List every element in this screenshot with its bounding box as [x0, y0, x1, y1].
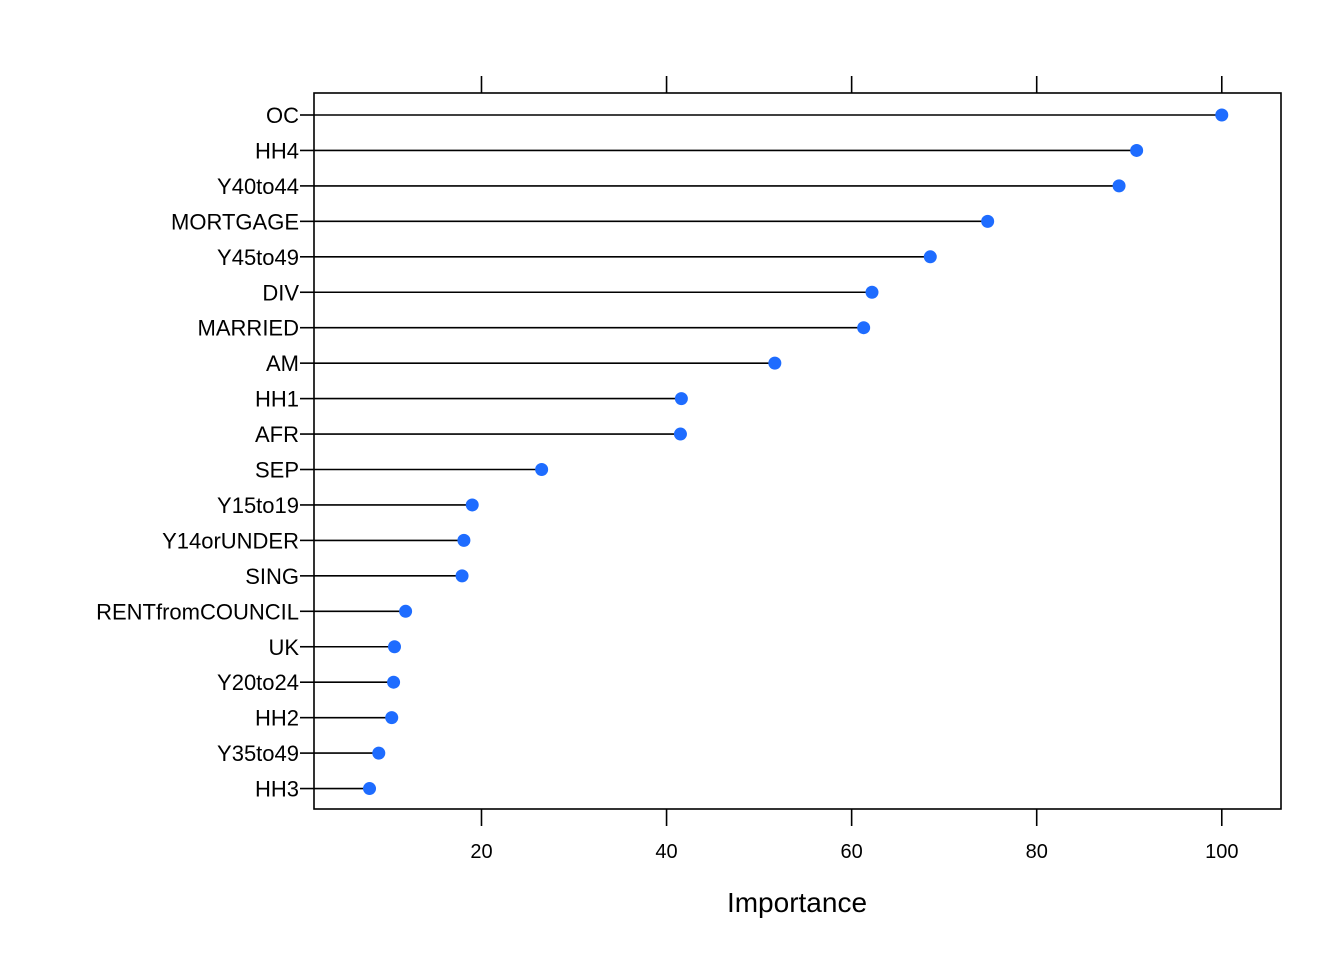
- category-label: RENTfromCOUNCIL: [96, 599, 299, 624]
- x-tick-label: 60: [841, 841, 863, 863]
- top-axis-ticks: [480, 76, 1223, 93]
- category-label: DIV: [262, 280, 299, 305]
- x-tick-label: 40: [655, 841, 677, 863]
- x-tick-labels: 20 40 60 80 100: [470, 841, 1238, 863]
- left-axis-ticks: [300, 114, 314, 790]
- point: [457, 533, 471, 547]
- category-label: SING: [245, 564, 299, 589]
- category-label: SEP: [255, 458, 299, 483]
- point: [465, 498, 479, 512]
- point: [385, 711, 399, 725]
- plot-frame: [313, 92, 1282, 810]
- category-label: AFR: [255, 422, 299, 447]
- point: [455, 569, 469, 583]
- category-label: Y45to49: [217, 245, 299, 270]
- category-label: Y14orUNDER: [162, 528, 299, 553]
- point: [1130, 143, 1144, 157]
- point: [363, 782, 377, 796]
- x-tick-label: 100: [1205, 841, 1238, 863]
- point: [1215, 108, 1229, 122]
- point: [372, 746, 386, 760]
- point: [923, 250, 937, 264]
- category-label: HH4: [255, 138, 299, 163]
- category-label: Y40to44: [217, 174, 299, 199]
- point: [768, 356, 782, 370]
- stems: [314, 114, 1222, 790]
- point: [673, 427, 687, 441]
- points: [363, 108, 1229, 796]
- category-label: HH2: [255, 706, 299, 731]
- point: [981, 214, 995, 228]
- point: [1112, 179, 1126, 193]
- category-label: Y35to49: [217, 741, 299, 766]
- category-label: Y15to19: [217, 493, 299, 518]
- point: [388, 640, 402, 654]
- category-labels: OC HH4 Y40to44 MORTGAGE Y45to49 DIV MARRIED AM H…: [96, 103, 299, 802]
- point: [674, 392, 688, 406]
- point: [399, 604, 413, 618]
- category-label: UK: [268, 635, 299, 660]
- bottom-axis-ticks: [480, 809, 1223, 826]
- point: [857, 321, 871, 335]
- point: [387, 675, 401, 689]
- category-label: OC: [266, 103, 299, 128]
- category-label: MARRIED: [198, 316, 299, 341]
- point: [865, 285, 879, 299]
- point: [535, 463, 549, 476]
- category-label: MORTGAGE: [171, 209, 299, 234]
- category-label: HH1: [255, 387, 299, 412]
- x-tick-label: 20: [470, 841, 492, 863]
- category-label: AM: [266, 351, 299, 376]
- x-axis-title: Importance: [727, 887, 867, 918]
- category-label: Y20to24: [217, 670, 299, 695]
- category-label: HH3: [255, 777, 299, 802]
- x-tick-label: 80: [1026, 841, 1048, 863]
